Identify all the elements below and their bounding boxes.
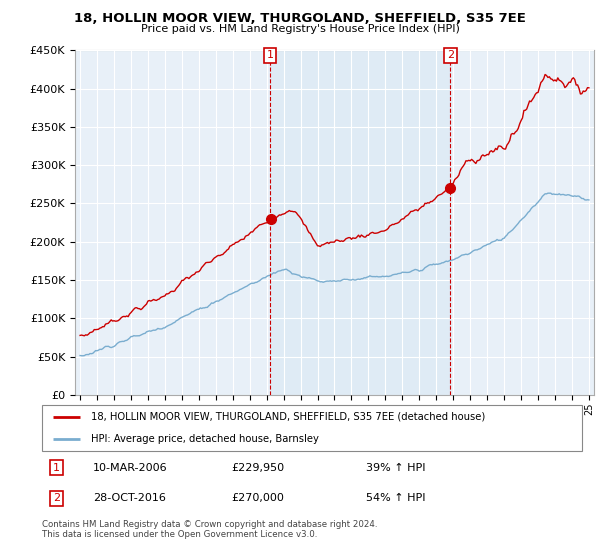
Text: HPI: Average price, detached house, Barnsley: HPI: Average price, detached house, Barn… [91,434,319,444]
Text: 2: 2 [447,50,454,60]
Text: Price paid vs. HM Land Registry's House Price Index (HPI): Price paid vs. HM Land Registry's House … [140,24,460,34]
Text: 2: 2 [53,493,60,503]
Text: 18, HOLLIN MOOR VIEW, THURGOLAND, SHEFFIELD, S35 7EE (detached house): 18, HOLLIN MOOR VIEW, THURGOLAND, SHEFFI… [91,412,485,422]
Text: £229,950: £229,950 [231,463,284,473]
Text: 28-OCT-2016: 28-OCT-2016 [94,493,166,503]
FancyBboxPatch shape [42,405,582,451]
Text: 18, HOLLIN MOOR VIEW, THURGOLAND, SHEFFIELD, S35 7EE: 18, HOLLIN MOOR VIEW, THURGOLAND, SHEFFI… [74,12,526,25]
Text: Contains HM Land Registry data © Crown copyright and database right 2024.
This d: Contains HM Land Registry data © Crown c… [42,520,377,539]
Text: 1: 1 [53,463,60,473]
Text: 39% ↑ HPI: 39% ↑ HPI [366,463,425,473]
Text: 1: 1 [267,50,274,60]
Bar [270,50,451,395]
Text: £270,000: £270,000 [231,493,284,503]
Text: 10-MAR-2006: 10-MAR-2006 [94,463,168,473]
Text: 54% ↑ HPI: 54% ↑ HPI [366,493,425,503]
